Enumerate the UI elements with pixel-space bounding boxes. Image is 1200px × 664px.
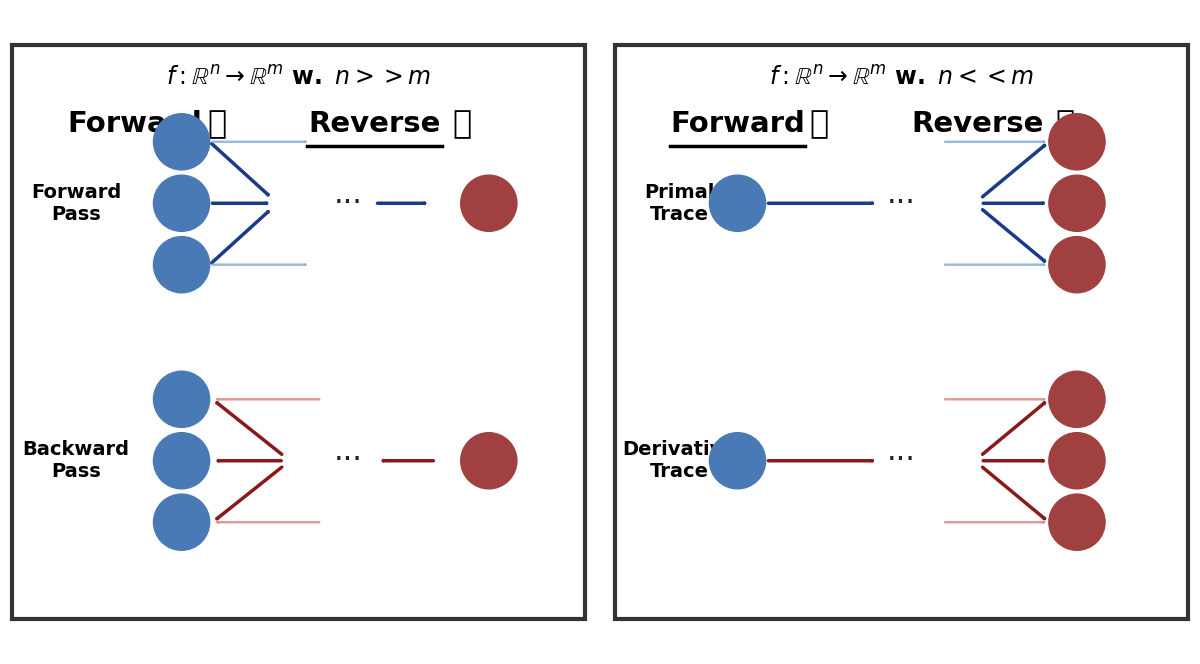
Circle shape xyxy=(154,371,210,428)
Circle shape xyxy=(154,433,210,489)
Circle shape xyxy=(1049,371,1105,428)
Text: Reverse: Reverse xyxy=(911,110,1044,138)
Text: Forward: Forward xyxy=(67,110,202,138)
Text: Derivative
Trace: Derivative Trace xyxy=(622,440,736,481)
Circle shape xyxy=(709,175,766,231)
Text: ···: ··· xyxy=(887,446,916,475)
FancyBboxPatch shape xyxy=(614,45,1188,619)
Text: Forward: Forward xyxy=(670,110,805,138)
Circle shape xyxy=(1049,494,1105,550)
Circle shape xyxy=(1049,433,1105,489)
Text: $f : \mathbb{R}^n \rightarrow \mathbb{R}^m\ \mathbf{w.}\ n << m$: $f : \mathbb{R}^n \rightarrow \mathbb{R}… xyxy=(769,66,1034,90)
Circle shape xyxy=(154,236,210,293)
Circle shape xyxy=(461,433,517,489)
Circle shape xyxy=(1049,175,1105,231)
Text: $f : \mathbb{R}^n \rightarrow \mathbb{R}^m\ \mathbf{w.}\ n >> m$: $f : \mathbb{R}^n \rightarrow \mathbb{R}… xyxy=(166,66,431,90)
Circle shape xyxy=(154,494,210,550)
FancyBboxPatch shape xyxy=(12,45,586,619)
Circle shape xyxy=(154,114,210,170)
Text: ···: ··· xyxy=(887,189,916,218)
Circle shape xyxy=(709,433,766,489)
Circle shape xyxy=(154,175,210,231)
Text: ···: ··· xyxy=(334,446,362,475)
Text: 👍: 👍 xyxy=(452,109,472,139)
Circle shape xyxy=(461,175,517,231)
Circle shape xyxy=(1049,236,1105,293)
Text: 👍: 👍 xyxy=(810,109,829,139)
Text: Forward
Pass: Forward Pass xyxy=(31,183,121,224)
Text: Backward
Pass: Backward Pass xyxy=(23,440,130,481)
Text: Primal
Trace: Primal Trace xyxy=(644,183,714,224)
Text: 👎: 👎 xyxy=(1056,109,1075,139)
Text: ···: ··· xyxy=(334,189,362,218)
Text: 👎: 👎 xyxy=(208,109,227,139)
Circle shape xyxy=(1049,114,1105,170)
Text: Reverse: Reverse xyxy=(308,110,440,138)
